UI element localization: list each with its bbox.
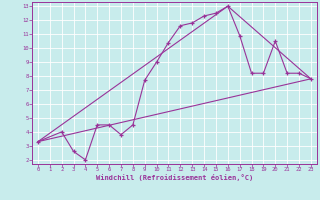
X-axis label: Windchill (Refroidissement éolien,°C): Windchill (Refroidissement éolien,°C) bbox=[96, 174, 253, 181]
